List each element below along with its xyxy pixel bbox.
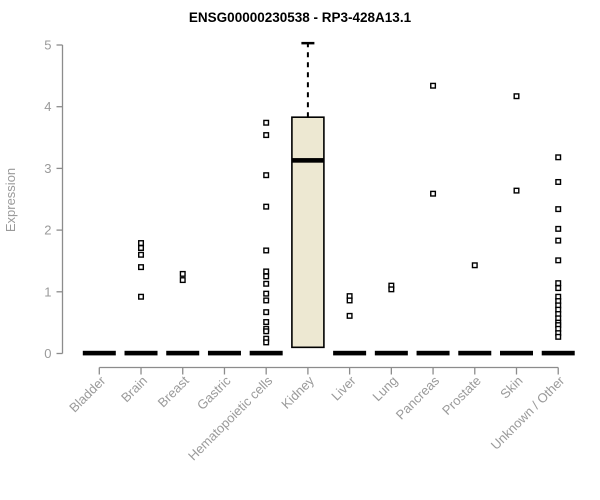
boxplot-box xyxy=(291,116,325,349)
outlier-point xyxy=(263,339,270,346)
outlier-point xyxy=(263,268,270,275)
median-line xyxy=(291,158,324,163)
category-label: Liver xyxy=(328,373,359,404)
outlier-point xyxy=(513,187,520,194)
outlier-point xyxy=(263,319,270,326)
y-tick-label: 3 xyxy=(44,161,51,176)
collapsed-boxplot-bar xyxy=(500,350,533,356)
outlier-point xyxy=(555,280,562,287)
outlier-point xyxy=(555,206,562,213)
outlier-point xyxy=(138,264,145,271)
outlier-point xyxy=(263,273,270,280)
outlier-point xyxy=(138,244,145,251)
plot-area xyxy=(82,41,575,356)
outlier-point xyxy=(263,328,270,335)
outlier-point xyxy=(263,290,270,297)
category-label: Breast xyxy=(155,373,192,410)
outlier-point xyxy=(555,225,562,232)
outlier-point xyxy=(555,333,562,340)
outlier-point xyxy=(263,297,270,304)
collapsed-boxplot-bar xyxy=(124,350,158,356)
outlier-point xyxy=(138,251,145,258)
outlier-point xyxy=(263,280,270,287)
category-label: Prostate xyxy=(439,373,484,418)
y-axis: 0 1 2 3 4 5 xyxy=(44,38,64,361)
category-label: Brain xyxy=(118,373,150,405)
outlier-point xyxy=(263,247,270,254)
outlier-point xyxy=(555,237,562,244)
outlier-point xyxy=(555,178,562,185)
outlier-point xyxy=(346,312,353,319)
collapsed-boxplot-bar xyxy=(458,350,492,356)
outlier-point xyxy=(346,297,353,304)
collapsed-boxplot-bar xyxy=(541,350,575,356)
category-label: Bladder xyxy=(66,373,109,416)
outlier-point xyxy=(263,119,270,126)
collapsed-boxplot-bar xyxy=(166,350,200,356)
outlier-point xyxy=(138,293,145,300)
collapsed-boxplot-bar xyxy=(416,350,450,356)
outlier-point xyxy=(179,270,186,277)
outlier-point xyxy=(263,132,270,139)
category-label: Kidney xyxy=(278,373,317,412)
outlier-point xyxy=(263,172,270,179)
outlier-point xyxy=(430,82,437,89)
category-label: Gastric xyxy=(194,373,234,413)
outlier-point xyxy=(513,93,520,100)
outlier-point xyxy=(555,285,562,292)
y-tick-label: 0 xyxy=(44,346,51,361)
collapsed-boxplot-bar xyxy=(333,350,367,356)
y-tick-label: 2 xyxy=(44,223,51,238)
outlier-point xyxy=(179,277,186,284)
category-label: Skin xyxy=(497,373,525,401)
outlier-point xyxy=(388,286,395,293)
collapsed-boxplot-bar xyxy=(207,350,241,356)
chart-title: ENSG00000230538 - RP3-428A13.1 xyxy=(189,10,412,25)
y-tick-label: 5 xyxy=(44,38,51,53)
category-label: Lung xyxy=(369,373,400,404)
collapsed-boxplot-bar xyxy=(82,350,116,356)
category-label: Pancreas xyxy=(393,373,443,423)
outlier-point xyxy=(263,309,270,316)
outlier-point xyxy=(555,257,562,264)
outlier-point xyxy=(555,154,562,161)
y-tick-label: 4 xyxy=(44,99,51,114)
category-label: Unknown / Other xyxy=(488,373,568,453)
outlier-point xyxy=(471,262,478,269)
y-tick-label: 1 xyxy=(44,284,51,299)
outlier-point xyxy=(263,203,270,210)
outlier-point xyxy=(430,190,437,197)
y-axis-label: Expression xyxy=(3,168,18,232)
collapsed-boxplot-bar xyxy=(374,350,408,356)
outlier-point xyxy=(138,240,145,247)
collapsed-boxplot-bar xyxy=(249,350,283,356)
